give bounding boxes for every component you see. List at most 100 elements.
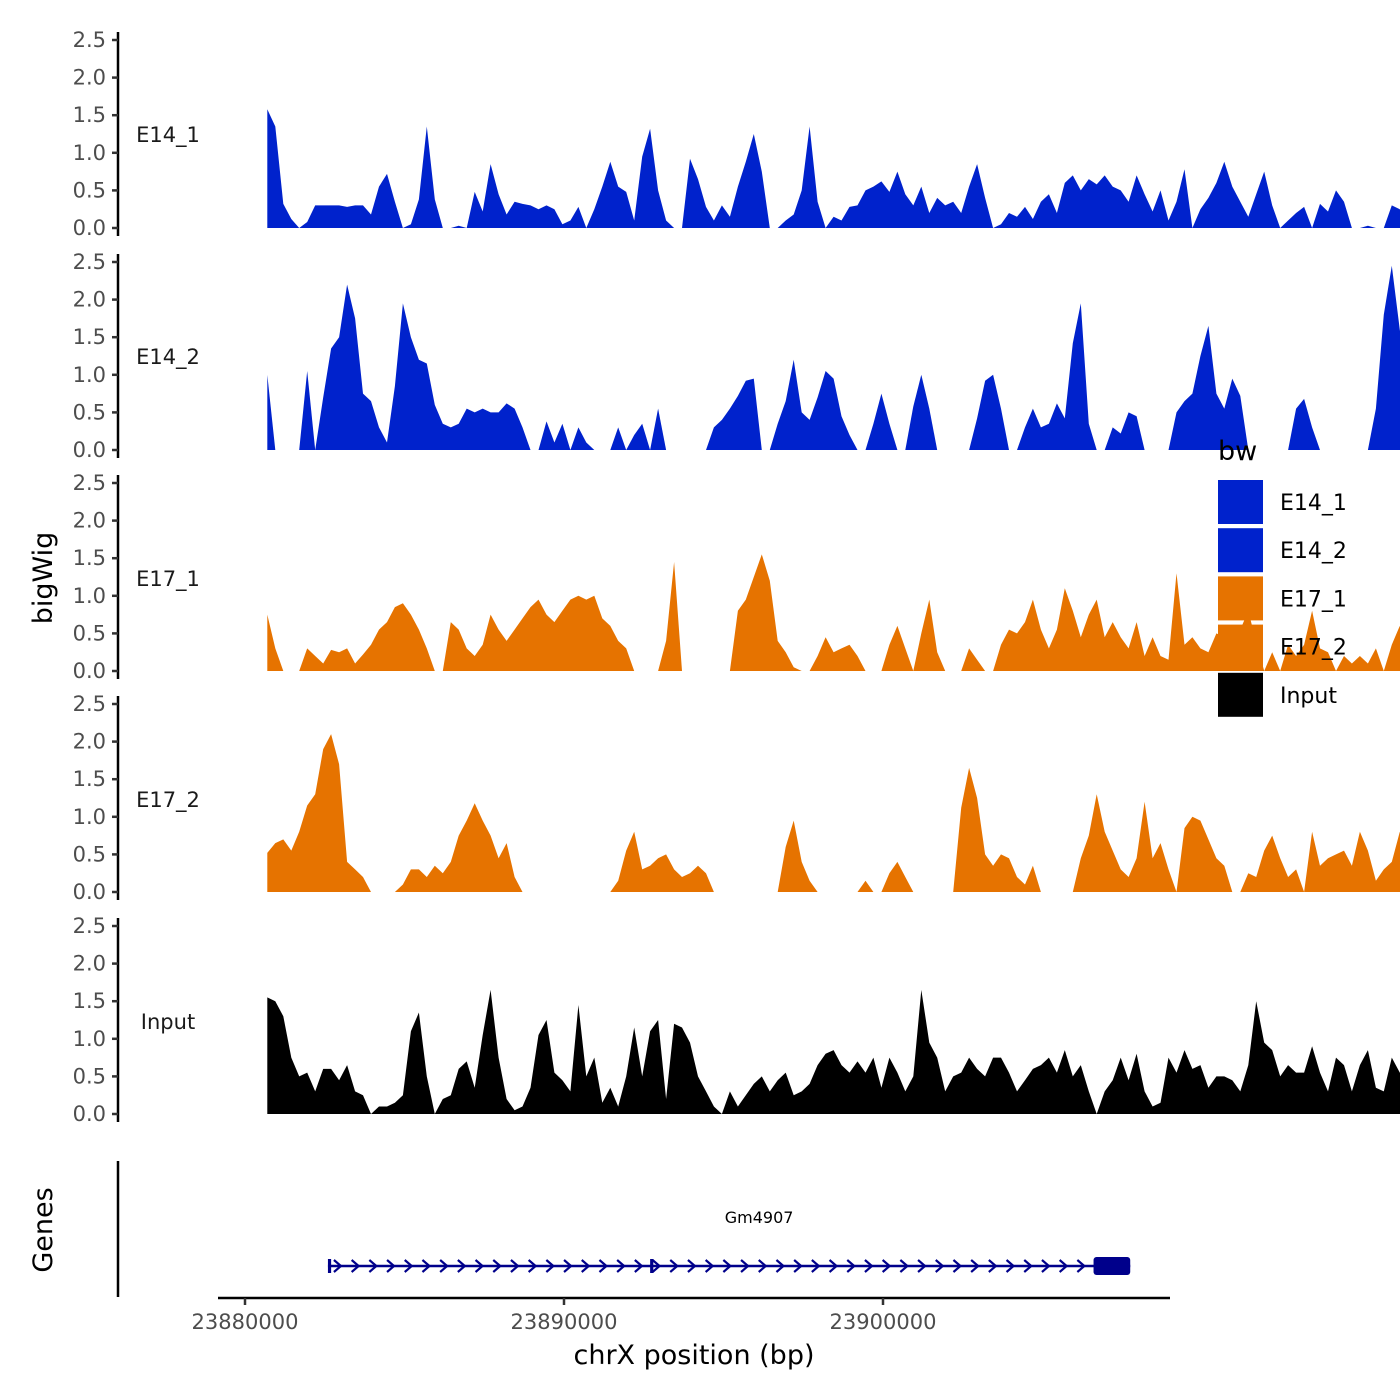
strand-arrow-icon bbox=[404, 1259, 414, 1273]
strand-arrow-icon bbox=[881, 1259, 892, 1273]
coverage-area-e17_1 bbox=[658, 562, 682, 671]
coverage-area-e17_1 bbox=[809, 637, 866, 671]
y-tick-label: 0.0 bbox=[73, 880, 106, 904]
strand-arrow-icon bbox=[368, 1259, 379, 1273]
y-tick-label: 1.0 bbox=[73, 1027, 106, 1051]
coverage-area-input bbox=[267, 997, 371, 1114]
strand-arrow-icon bbox=[386, 1259, 396, 1273]
genes-panel: Gm4907 bbox=[116, 1161, 1131, 1297]
strand-arrow-icon bbox=[563, 1259, 573, 1273]
legend-item-e17_2: E17_2 bbox=[1218, 624, 1347, 669]
y-tick-label: 2.5 bbox=[73, 914, 106, 938]
strand-arrow-icon bbox=[350, 1259, 361, 1273]
coverage-area-e17_2 bbox=[1240, 835, 1305, 892]
x-tick-label: 23890000 bbox=[511, 1310, 618, 1334]
track-panel-e14_1: 0.0 0.5 1.0 1.5 2.0 2.5 E14_1 bbox=[73, 28, 1400, 240]
coverage-area-e17_1 bbox=[913, 599, 946, 671]
strand-arrow-icon bbox=[598, 1259, 609, 1273]
y-tick-label: 0.5 bbox=[73, 842, 106, 866]
track-panel-e17_2: 0.0 0.5 1.0 1.5 2.0 2.5 E17_2 bbox=[73, 692, 1400, 904]
coverage-area-e14_2 bbox=[315, 284, 531, 450]
strand-arrow-icon bbox=[704, 1259, 715, 1273]
coverage-area-e14_1 bbox=[450, 225, 467, 228]
y-tick-label: 0.0 bbox=[73, 438, 106, 462]
coverage-area-e14_1 bbox=[777, 126, 826, 228]
legend-label: Input bbox=[1280, 684, 1337, 709]
y-tick-label: 1.0 bbox=[73, 584, 106, 608]
y-tick-label: 2.5 bbox=[73, 471, 106, 495]
strand-arrow-icon bbox=[740, 1259, 750, 1273]
strand-arrow-icon bbox=[758, 1259, 768, 1273]
x-axis-title: chrX position (bp) bbox=[573, 1340, 814, 1371]
coverage-area-e17_2 bbox=[881, 861, 914, 892]
legend-item-e17_1: E17_1 bbox=[1218, 576, 1347, 621]
x-axis: 23880000 23890000 23900000 bbox=[192, 1296, 1170, 1334]
strand-arrow-icon bbox=[722, 1259, 733, 1273]
coverage-area-input bbox=[371, 1012, 435, 1114]
coverage-area-e14_2 bbox=[570, 427, 595, 450]
y-axis-title: bigWig bbox=[28, 532, 59, 625]
strand-arrow-icon bbox=[669, 1259, 679, 1273]
strand-arrow-icon bbox=[864, 1259, 874, 1273]
coverage-area-e14_1 bbox=[1280, 206, 1313, 228]
strand-arrow-icon bbox=[1023, 1259, 1033, 1273]
coverage-area-e17_2 bbox=[1072, 794, 1177, 892]
gene-exon bbox=[650, 1259, 654, 1273]
legend-swatch bbox=[1218, 480, 1263, 524]
gene-model: Gm4907 bbox=[327, 1208, 1131, 1275]
coverage-area-input bbox=[1096, 1001, 1400, 1114]
coverage-area-e14_2 bbox=[865, 393, 898, 450]
legend-swatch bbox=[1218, 528, 1263, 573]
y-tick-label: 0.0 bbox=[73, 216, 106, 240]
y-tick-label: 1.5 bbox=[73, 989, 106, 1013]
y-tick-label: 2.5 bbox=[73, 250, 106, 274]
coverage-area-e17_2 bbox=[857, 880, 874, 892]
strand-arrow-icon bbox=[527, 1259, 538, 1273]
coverage-area-input bbox=[721, 989, 1097, 1114]
coverage-area-e14_1 bbox=[1192, 161, 1281, 228]
coverage-area-e14_2 bbox=[1104, 412, 1145, 450]
legend-title: bw bbox=[1218, 436, 1257, 467]
strand-arrow-icon bbox=[1041, 1259, 1051, 1273]
strand-arrow-icon bbox=[510, 1259, 520, 1273]
coverage-area-e14_2 bbox=[905, 374, 938, 450]
strand-arrow-icon bbox=[775, 1259, 786, 1273]
strand-arrow-icon bbox=[935, 1259, 945, 1273]
coverage-area-e14_1 bbox=[682, 134, 770, 228]
coverage-area-e14_2 bbox=[650, 408, 667, 450]
coverage-area-e14_2 bbox=[626, 423, 651, 450]
y-tick-label: 2.0 bbox=[73, 509, 106, 533]
legend-label: E14_2 bbox=[1280, 539, 1347, 564]
y-tick-label: 0.5 bbox=[73, 621, 106, 645]
y-tick-label: 1.0 bbox=[73, 141, 106, 165]
coverage-area-e14_2 bbox=[1017, 303, 1097, 450]
strand-arrow-icon bbox=[687, 1259, 697, 1273]
strand-arrow-icon bbox=[1058, 1259, 1069, 1273]
coverage-area-e17_2 bbox=[953, 767, 1041, 892]
legend-label: E17_1 bbox=[1280, 587, 1347, 612]
y-tick-label: 0.0 bbox=[73, 1102, 106, 1126]
coverage-area-e14_1 bbox=[1383, 205, 1400, 228]
strand-arrow-icon bbox=[846, 1259, 856, 1273]
coverage-area-e14_1 bbox=[1359, 225, 1376, 228]
track-panel-input: 0.0 0.5 1.0 1.5 2.0 2.5 Input bbox=[73, 914, 1400, 1126]
coverage-area-e17_2 bbox=[610, 831, 714, 892]
coverage-area-e14_1 bbox=[1312, 190, 1352, 228]
coverage-area-e14_2 bbox=[267, 374, 276, 450]
strand-arrow-icon bbox=[457, 1259, 467, 1273]
legend-item-input: Input bbox=[1218, 672, 1337, 717]
coverage-area-e14_1 bbox=[466, 164, 587, 228]
coverage-area-e17_1 bbox=[1336, 648, 1384, 671]
coverage-area-e14_2 bbox=[610, 427, 627, 450]
strand-arrow-icon bbox=[917, 1259, 927, 1273]
coverage-area-e14_2 bbox=[706, 378, 762, 450]
strand-arrow-icon bbox=[545, 1259, 556, 1273]
coverage-area-e17_1 bbox=[267, 614, 284, 671]
strand-arrow-icon bbox=[1005, 1259, 1016, 1273]
strand-arrow-icon bbox=[811, 1259, 821, 1273]
strand-arrow-icon bbox=[474, 1259, 485, 1273]
coverage-area-e14_2 bbox=[969, 374, 1009, 450]
coverage-area-e14_2 bbox=[769, 359, 858, 450]
track-label: E14_2 bbox=[136, 345, 200, 370]
legend: bw E14_1 E14_2 E17_1 E17_2 Input bbox=[1218, 436, 1347, 717]
